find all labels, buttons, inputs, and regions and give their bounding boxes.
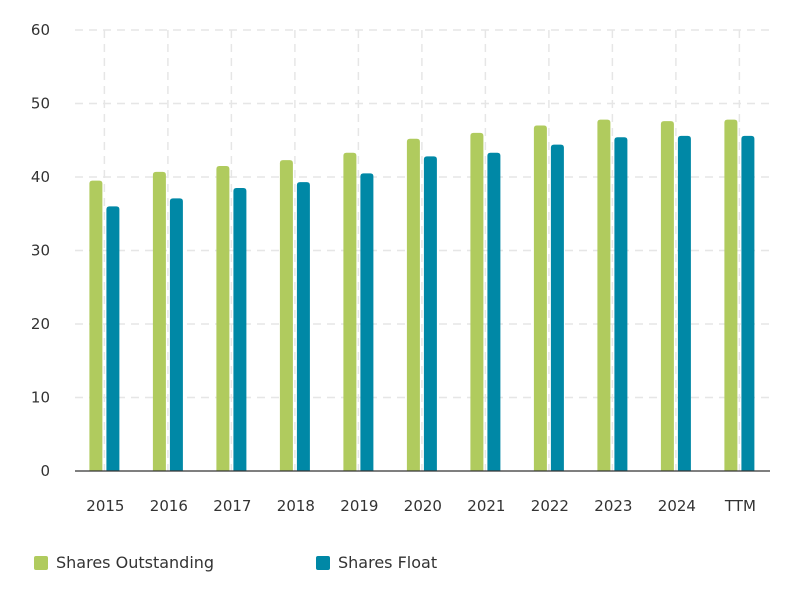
bar-shares-float: [614, 137, 628, 471]
y-tick-label: 20: [31, 315, 50, 333]
bar-shares-float: [169, 198, 183, 471]
bar-shares-outstanding: [406, 138, 420, 471]
bar-shares-outstanding: [216, 165, 230, 471]
bar-shares-float: [487, 152, 501, 471]
x-tick-label: 2018: [277, 497, 315, 515]
legend-label: Shares Float: [338, 553, 438, 572]
bar-shares-float: [423, 156, 437, 472]
legend-item-shares-float[interactable]: Shares Float: [316, 553, 437, 572]
legend-item-shares-outstanding[interactable]: Shares Outstanding: [34, 553, 214, 572]
x-tick-label: TTM: [724, 497, 756, 515]
y-tick-label: 0: [40, 462, 50, 480]
legend-swatch-float: [316, 555, 330, 570]
y-tick-label: 30: [31, 242, 50, 260]
x-tick-label: 2021: [467, 497, 505, 515]
bar-shares-float: [360, 173, 374, 471]
bar-shares-float: [741, 135, 755, 471]
bar-shares-float: [550, 144, 564, 471]
bar-shares-outstanding: [470, 132, 484, 471]
x-tick-label: 2023: [594, 497, 632, 515]
y-tick-label: 60: [31, 21, 50, 39]
bar-shares-outstanding: [533, 125, 547, 472]
bar-shares-float: [677, 135, 691, 471]
bar-shares-outstanding: [343, 152, 357, 471]
bar-shares-outstanding: [660, 121, 674, 471]
y-tick-label: 10: [31, 389, 50, 407]
bar-shares-outstanding: [89, 180, 103, 472]
x-tick-label: 2024: [658, 497, 696, 515]
legend-label: Shares Outstanding: [56, 553, 215, 572]
bar-shares-float: [233, 188, 247, 471]
bar-shares-outstanding: [152, 171, 166, 472]
bar-shares-float: [296, 182, 310, 471]
x-tick-label: 2022: [531, 497, 569, 515]
bar-shares-outstanding: [279, 160, 293, 471]
bar-shares-outstanding: [724, 119, 738, 472]
legend-swatch-outstanding: [34, 555, 48, 570]
x-tick-label: 2019: [340, 497, 378, 515]
x-tick-label: 2017: [213, 497, 251, 515]
x-tick-label: 2015: [86, 497, 124, 515]
x-tick-label: 2016: [150, 497, 188, 515]
y-tick-label: 40: [31, 168, 50, 186]
y-tick-label: 50: [31, 95, 50, 113]
x-tick-label: 2020: [404, 497, 442, 515]
bar-shares-float: [106, 206, 120, 471]
bar-shares-outstanding: [597, 119, 611, 472]
